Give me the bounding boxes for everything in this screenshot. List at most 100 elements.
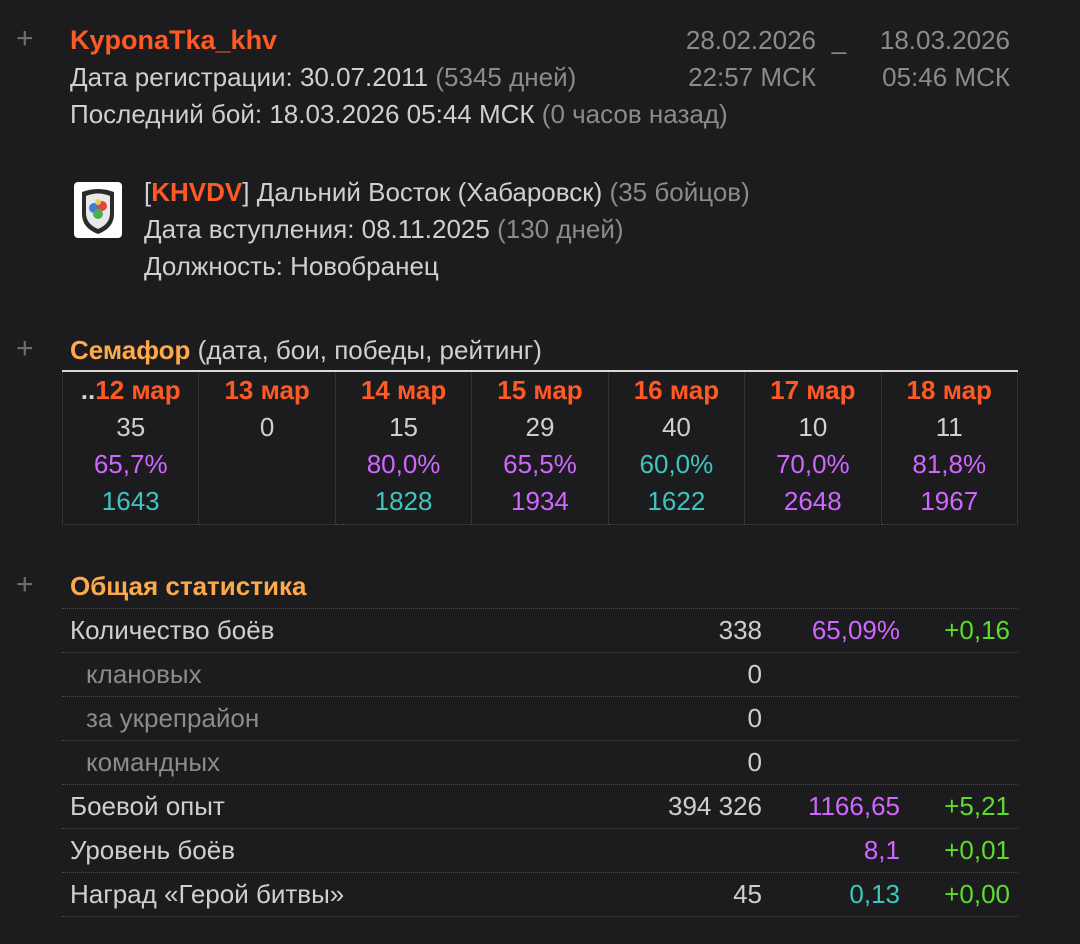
stats-row: Наград «Герой битвы» 45 0,13 +0,00 xyxy=(62,872,1018,917)
expand-stats-icon[interactable]: + xyxy=(16,568,34,601)
semafor-day-date: ..12 мар xyxy=(63,372,198,409)
period-time-to: 05:46 МСК xyxy=(882,62,1010,92)
semafor-day-rating: 2648 xyxy=(783,486,842,516)
semafor-day-label: 16 мар xyxy=(633,375,720,405)
semafor-day-battles: 10 xyxy=(798,412,828,442)
last-battle-date: Последний бой: 18.03.2026 05:44 МСК xyxy=(70,99,535,129)
semafor-day-label: 14 мар xyxy=(360,375,447,405)
semafor-day-date: 14 мар xyxy=(336,372,471,409)
clan-join-line: Дата вступления: 08.11.2025 (130 дней) xyxy=(144,211,1004,248)
stats-row-value: 0 xyxy=(747,703,762,733)
semafor-day-rating: 1643 xyxy=(101,486,160,516)
semafor-day-prefix: .. xyxy=(80,375,96,405)
clan-join-days: (130 дней) xyxy=(497,214,624,244)
stats-row-value: 394 326 xyxy=(668,791,762,821)
registration-date: Дата регистрации: 30.07.2011 xyxy=(70,62,429,92)
semafor-table: ..12 мар 35 65,7% 1643 13 мар 0 14 мар 15 80,0% 1… xyxy=(62,370,1018,525)
semafor-day-date: 16 мар xyxy=(609,372,744,409)
clan-role: Должность: Новобранец xyxy=(144,251,439,281)
stats-row-ratio: 65,09% xyxy=(811,615,900,645)
stats-row-label: клановых xyxy=(86,659,202,689)
stats-table: Количество боёв 338 65,09% +0,16 клановых 0 за… xyxy=(62,608,1018,917)
expand-player-icon[interactable]: + xyxy=(16,22,34,55)
semafor-day-label: 17 мар xyxy=(770,375,856,405)
semafor-title: Семафор xyxy=(70,335,191,365)
semafor-day-rating: 1622 xyxy=(647,486,706,516)
semafor-day-battles: 35 xyxy=(116,412,146,442)
stats-row-label: Наград «Герой битвы» xyxy=(70,879,345,909)
semafor-day-battles: 40 xyxy=(661,412,691,442)
period-range: 28.02.2026 _ 18.03.2026 22:57 МСК 05:46 … xyxy=(668,22,1010,96)
semafor-day-label: 18 мар xyxy=(906,375,992,405)
stats-row: командных 0 xyxy=(62,740,1018,784)
semafor-day-column: 17 мар 10 70,0% 2648 xyxy=(745,372,882,525)
semafor-day-label: 13 мар xyxy=(224,375,310,405)
period-time-from: 22:57 МСК xyxy=(688,62,816,92)
semafor-day-winrate: 60,0% xyxy=(639,449,714,479)
stats-row-value: 45 xyxy=(733,879,762,909)
clan-emblem-icon[interactable] xyxy=(74,182,122,238)
stats-row-delta: +0,16 xyxy=(944,615,1010,645)
stats-row: Уровень боёв 8,1 +0,01 xyxy=(62,828,1018,872)
period-separator: _ xyxy=(831,25,847,55)
clan-tag[interactable]: KHVDV xyxy=(151,177,243,207)
clan-bracket-open: [ xyxy=(144,177,152,207)
stats-row-value: 0 xyxy=(747,659,762,689)
stats-title: Общая статистика xyxy=(70,571,307,601)
semafor-subtitle: (дата, бои, победы, рейтинг) xyxy=(197,335,542,365)
semafor-day-battles: 11 xyxy=(935,412,963,442)
stats-row-ratio: 0,13 xyxy=(849,879,900,909)
stats-row-label: Боевой опыт xyxy=(70,791,225,821)
semafor-day-rating: 1828 xyxy=(374,486,433,516)
expand-semafor-icon[interactable]: + xyxy=(16,332,34,365)
semafor-day-date: 17 мар xyxy=(745,372,880,409)
semafor-day-winrate: 80,0% xyxy=(366,449,441,479)
period-date-to: 18.03.2026 xyxy=(879,25,1010,55)
clan-join-date: Дата вступления: 08.11.2025 xyxy=(144,214,490,244)
stats-row: Количество боёв 338 65,09% +0,16 xyxy=(62,608,1018,652)
stats-row-delta: +5,21 xyxy=(944,791,1010,821)
semafor-day-label: 12 мар xyxy=(95,375,181,405)
clan-name[interactable]: Дальний Восток (Хабаровск) xyxy=(256,177,603,207)
registration-line: Дата регистрации: 30.07.2011 (5345 дней) xyxy=(70,59,1010,96)
semafor-day-winrate: 81,8% xyxy=(912,449,987,479)
stats-row: клановых 0 xyxy=(62,652,1018,696)
stats-row-value: 338 xyxy=(718,615,762,645)
stats-row-value: 0 xyxy=(747,747,762,777)
clan-title: [KHVDV] Дальний Восток (Хабаровск) (35 б… xyxy=(144,174,1004,211)
last-battle-line: Последний бой: 18.03.2026 05:44 МСК (0 ч… xyxy=(70,96,1010,133)
stats-row-ratio: 8,1 xyxy=(863,835,900,865)
semafor-day-winrate xyxy=(199,446,334,483)
period-date-from: 28.02.2026 xyxy=(685,25,816,55)
semafor-day-column: 13 мар 0 xyxy=(199,372,336,525)
semafor-day-label: 15 мар xyxy=(497,375,583,405)
semafor-day-column: 16 мар 40 60,0% 1622 xyxy=(608,372,746,525)
registration-days: (5345 дней) xyxy=(435,62,577,92)
semafor-day-column: 18 мар 11 81,8% 1967 xyxy=(881,372,1018,525)
stats-row-label: Уровень боёв xyxy=(70,835,236,865)
semafor-heading: Семафор (дата, бои, победы, рейтинг) xyxy=(70,332,542,369)
semafor-day-rating: 1934 xyxy=(511,486,569,516)
stats-row: Боевой опыт 394 326 1166,65 +5,21 xyxy=(62,784,1018,828)
stats-row-delta: +0,00 xyxy=(944,879,1010,909)
clan-bracket-close: ] xyxy=(242,177,250,207)
stats-row-label: командных xyxy=(86,747,221,777)
semafor-day-column: ..12 мар 35 65,7% 1643 xyxy=(62,372,200,525)
semafor-day-battles: 15 xyxy=(389,412,419,442)
semafor-day-battles: 0 xyxy=(259,412,275,442)
last-battle-ago: (0 часов назад) xyxy=(541,99,728,129)
semafor-day-column: 15 мар 29 65,5% 1934 xyxy=(472,372,609,525)
stats-row-label: Количество боёв xyxy=(70,615,275,645)
semafor-day-rating: 1967 xyxy=(920,486,979,516)
semafor-day-date: 15 мар xyxy=(472,372,607,409)
semafor-day-rating xyxy=(199,483,334,520)
player-nickname[interactable]: KyponaTka_khv xyxy=(70,25,278,55)
semafor-day-date: 18 мар xyxy=(882,372,1017,409)
semafor-day-winrate: 65,7% xyxy=(93,449,168,479)
clan-members: (35 бойцов) xyxy=(609,177,750,207)
semafor-day-battles: 29 xyxy=(525,412,555,442)
stats-row-delta: +0,01 xyxy=(944,835,1010,865)
stats-row-ratio: 1166,65 xyxy=(807,791,900,821)
semafor-day-winrate: 65,5% xyxy=(503,449,577,479)
stats-row: за укрепрайон 0 xyxy=(62,696,1018,740)
